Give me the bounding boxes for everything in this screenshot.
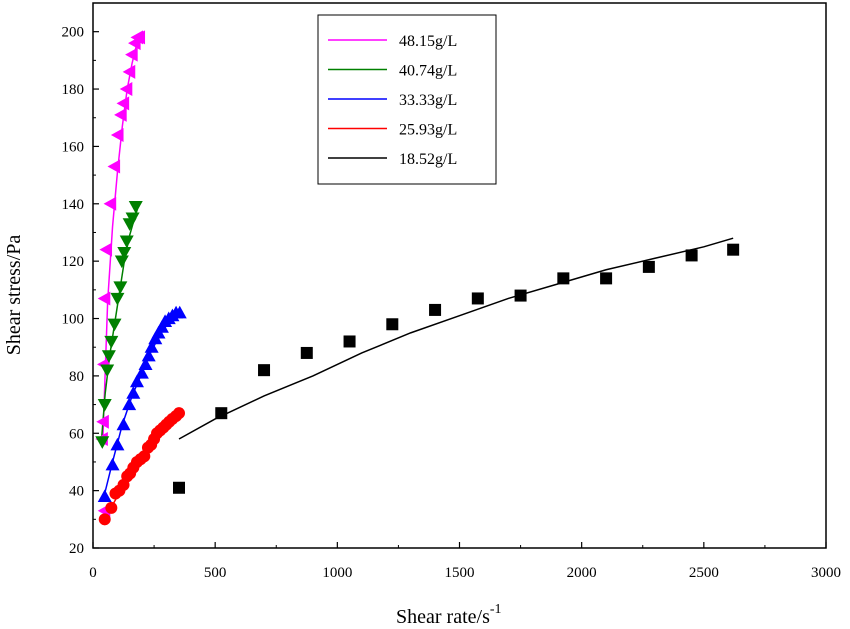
y-tick-label: 180 (62, 82, 85, 98)
data-point-18-52g-l-8 (514, 289, 527, 302)
data-point-40-74g-l-0 (95, 436, 110, 449)
data-point-40-74g-l-2 (100, 364, 115, 378)
y-tick-label: 20 (69, 541, 84, 557)
y-axis-ticks: 20 40 60 80 100 120 140 160 180 200 (62, 25, 99, 557)
data-point-40-74g-l-10 (119, 235, 134, 249)
data-point-18-52g-l-4 (343, 335, 356, 348)
data-point-33-33g-l-2 (110, 437, 125, 451)
data-point-18-52g-l-11 (642, 260, 655, 273)
data-point-18-52g-l-5 (386, 318, 399, 331)
data-point-18-52g-l-6 (429, 303, 442, 316)
data-point-40-74g-l-7 (113, 281, 128, 294)
data-point-33-33g-l-8 (138, 357, 153, 371)
x-axis-ticks: 0 500 1000 1500 2000 2500 3000 (89, 542, 841, 581)
legend-items: 48.15g/L 40.74g/L 33.33g/L 25.93g/L 18.52g/L (328, 33, 457, 168)
data-point-40-74g-l-6 (110, 292, 125, 306)
data-point-18-52g-l-3 (300, 346, 313, 359)
data-point-48-15g-l-8 (110, 127, 124, 142)
data-point-18-52g-l-10 (600, 272, 613, 285)
data-point-48-15g-l-11 (119, 82, 133, 97)
fit-line-18-52g-l (178, 237, 734, 440)
data-point-40-74g-l-5 (107, 318, 122, 332)
legend-label-0: 48.15g/L (399, 33, 457, 50)
data-point-18-52g-l-2 (258, 364, 271, 377)
data-point-25-93g-l-1 (105, 501, 118, 514)
y-tick-label: 120 (62, 254, 85, 270)
data-point-33-33g-l-4 (122, 397, 137, 411)
data-point-48-15g-l-5 (99, 242, 113, 257)
data-point-18-52g-l-0 (173, 481, 186, 494)
data-point-40-74g-l-4 (104, 335, 119, 349)
data-point-25-93g-l-21 (173, 407, 186, 420)
data-point-33-33g-l-1 (105, 457, 120, 471)
data-point-48-15g-l-13 (125, 47, 138, 62)
data-point-33-33g-l-18 (172, 305, 187, 319)
x-tick-label: 1000 (322, 565, 352, 581)
data-point-40-74g-l-1 (97, 398, 112, 412)
data-point-18-52g-l-1 (215, 407, 228, 420)
x-tick-label: 2000 (567, 565, 597, 581)
legend-label-3: 25.93g/L (399, 122, 457, 139)
data-point-18-52g-l-13 (727, 243, 740, 256)
x-axis-title-exponent: -1 (490, 602, 502, 617)
data-point-33-33g-l-10 (144, 340, 159, 353)
data-point-33-33g-l-5 (126, 386, 141, 399)
data-point-18-52g-l-7 (471, 292, 484, 305)
x-tick-label: 500 (204, 565, 227, 581)
data-point-48-15g-l-12 (122, 64, 136, 79)
data-point-18-52g-l-9 (557, 272, 570, 285)
data-point-48-15g-l-9 (114, 107, 127, 122)
legend: 48.15g/L 40.74g/L 33.33g/L 25.93g/L 18.52g/L (317, 14, 497, 185)
data-point-48-15g-l-16 (132, 30, 146, 45)
data-point-48-15g-l-2 (96, 414, 109, 429)
data-point-33-33g-l-6 (129, 374, 144, 388)
y-tick-label: 140 (62, 197, 85, 213)
data-point-40-74g-l-3 (101, 350, 116, 363)
y-tick-label: 40 (69, 484, 84, 500)
y-tick-label: 200 (62, 25, 85, 41)
data-markers (95, 30, 740, 526)
data-point-18-52g-l-12 (685, 249, 698, 262)
legend-label-2: 33.33g/L (399, 92, 457, 109)
y-tick-label: 160 (62, 139, 85, 155)
data-point-48-15g-l-4 (97, 291, 111, 306)
data-point-48-15g-l-7 (107, 159, 121, 174)
data-point-33-33g-l-9 (141, 348, 156, 362)
y-tick-label: 100 (62, 312, 85, 328)
data-point-33-33g-l-0 (97, 489, 112, 502)
data-point-33-33g-l-7 (134, 366, 149, 379)
x-tick-label: 2500 (689, 565, 719, 581)
x-axis-title: Shear rate/s-1 (396, 602, 502, 628)
data-point-40-74g-l-9 (117, 246, 132, 260)
x-tick-label: 1500 (445, 565, 475, 581)
legend-label-1: 40.74g/L (399, 63, 457, 80)
data-point-25-93g-l-0 (98, 513, 111, 526)
x-tick-label: 3000 (811, 565, 841, 581)
y-axis-title: Shear stress/Pa (3, 235, 25, 356)
data-point-48-15g-l-10 (116, 96, 130, 111)
data-point-40-74g-l-8 (114, 255, 129, 269)
data-point-48-15g-l-6 (103, 196, 117, 211)
y-tick-label: 80 (69, 369, 84, 385)
legend-label-4: 18.52g/L (399, 151, 457, 168)
x-tick-label: 0 (89, 565, 97, 581)
y-tick-label: 60 (69, 426, 84, 442)
data-point-33-33g-l-3 (116, 417, 131, 431)
data-point-40-74g-l-12 (125, 212, 140, 226)
data-point-40-74g-l-13 (128, 201, 143, 214)
